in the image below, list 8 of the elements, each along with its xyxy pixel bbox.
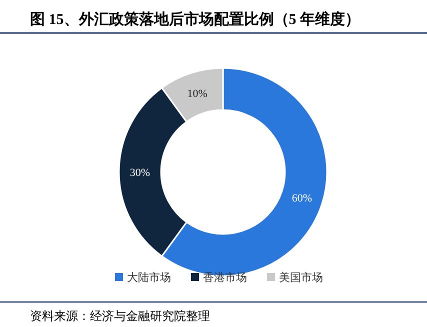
legend-label: 大陆市场 bbox=[127, 271, 171, 284]
data-label: 60% bbox=[292, 192, 312, 205]
legend-label: 美国市场 bbox=[279, 271, 323, 284]
chart-title: 图 15、外汇政策落地后市场配置比例（5 年维度） bbox=[30, 10, 360, 28]
text: 资料来源：经济与金融研究院整理 bbox=[30, 309, 210, 323]
legend-label: 香港市场 bbox=[203, 271, 247, 284]
data-label: 10% bbox=[187, 88, 208, 100]
data-label: 30% bbox=[130, 167, 150, 179]
